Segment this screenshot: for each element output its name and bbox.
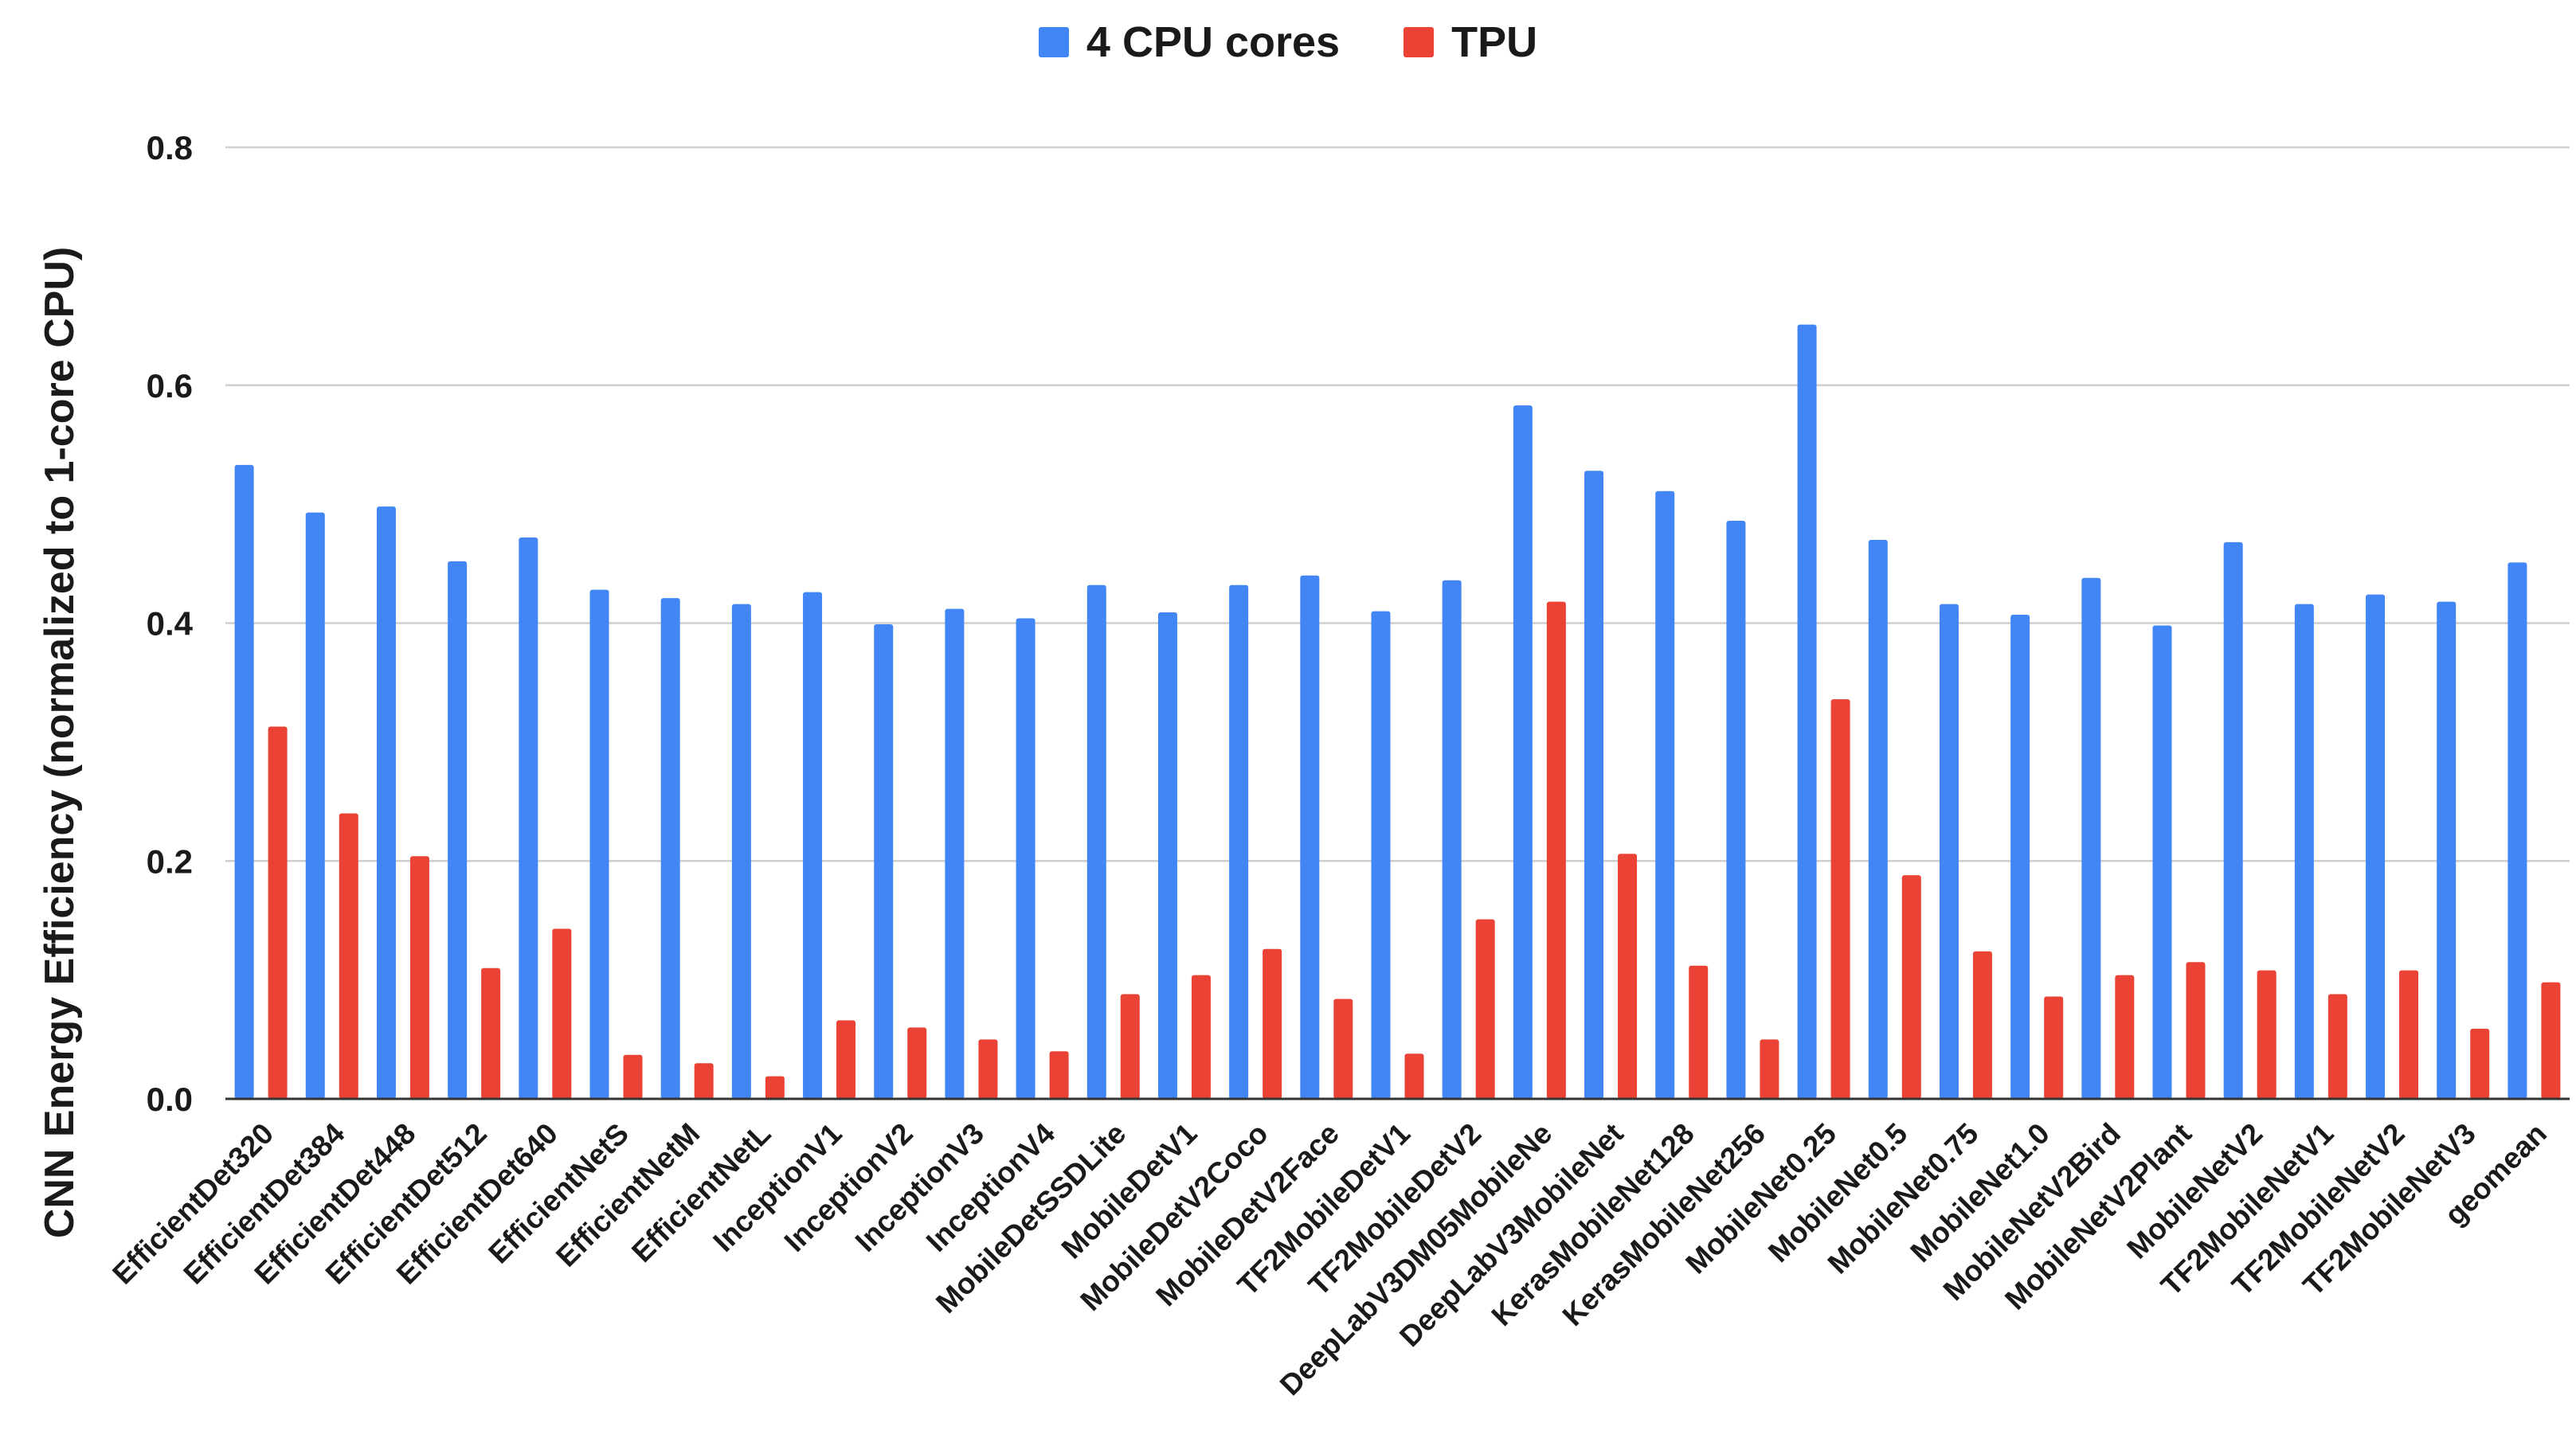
bar-tpu-20 bbox=[1689, 965, 1709, 1099]
bar-cpu-10 bbox=[945, 608, 965, 1099]
bar-cpu-25 bbox=[2010, 615, 2030, 1099]
bar-cpu-7 bbox=[731, 604, 751, 1099]
bar-cpu-17 bbox=[1442, 580, 1462, 1099]
y-tick-label: 0.4 bbox=[147, 605, 194, 643]
bar-tpu-29 bbox=[2327, 994, 2347, 1099]
bar-tpu-12 bbox=[1120, 994, 1140, 1099]
bar-tpu-21 bbox=[1760, 1039, 1779, 1099]
bar-cpu-8 bbox=[803, 592, 823, 1099]
y-axis-label: CNN Energy Efficiency (normalized to 1-c… bbox=[37, 247, 83, 1238]
bar-tpu-1 bbox=[339, 813, 358, 1099]
y-tick-labels: 0.0 0.2 0.4 0.6 0.8 bbox=[147, 129, 194, 1118]
bar-cpu-2 bbox=[376, 506, 396, 1099]
gridlines bbox=[225, 146, 2570, 862]
bar-cpu-1 bbox=[305, 512, 325, 1099]
legend-item-tpu[interactable]: TPU bbox=[1403, 18, 1537, 67]
x-tick-labels: EfficientDet320EfficientDet384EfficientD… bbox=[106, 1116, 2553, 1401]
bar-tpu-26 bbox=[2115, 975, 2135, 1099]
bar-cpu-13 bbox=[1157, 612, 1177, 1099]
bar-cpu-28 bbox=[2223, 541, 2243, 1099]
bar-tpu-31 bbox=[2470, 1028, 2490, 1099]
bar-tpu-17 bbox=[1475, 919, 1495, 1099]
bar-tpu-14 bbox=[1263, 948, 1282, 1099]
y-tick-label: 0.2 bbox=[147, 842, 193, 880]
legend: 4 CPU cores TPU bbox=[0, 14, 2576, 70]
bar-tpu-23 bbox=[1901, 875, 1921, 1099]
bar-tpu-25 bbox=[2044, 996, 2064, 1099]
bar-cpu-16 bbox=[1371, 611, 1391, 1099]
bar-tpu-5 bbox=[623, 1054, 643, 1099]
bar-cpu-12 bbox=[1086, 584, 1106, 1099]
bar-cpu-30 bbox=[2366, 594, 2386, 1099]
bar-cpu-11 bbox=[1016, 618, 1035, 1099]
bar-cpu-9 bbox=[874, 623, 894, 1099]
bar-cpu-6 bbox=[660, 598, 680, 1099]
bar-tpu-19 bbox=[1618, 854, 1638, 1099]
bar-tpu-27 bbox=[2186, 962, 2206, 1099]
y-tick-label: 0.6 bbox=[147, 367, 193, 405]
legend-swatch-tpu bbox=[1403, 27, 1435, 57]
bar-cpu-4 bbox=[519, 537, 538, 1099]
bar-tpu-30 bbox=[2399, 970, 2419, 1099]
bar-cpu-3 bbox=[448, 561, 468, 1099]
bar-tpu-7 bbox=[765, 1076, 785, 1099]
legend-label-cpu: 4 CPU cores bbox=[1086, 18, 1341, 66]
bar-tpu-24 bbox=[1972, 951, 1992, 1099]
bar-tpu-10 bbox=[978, 1039, 998, 1099]
bar-cpu-23 bbox=[1868, 539, 1888, 1099]
legend-label-tpu: TPU bbox=[1451, 18, 1538, 66]
bar-cpu-18 bbox=[1513, 405, 1533, 1099]
legend-item-cpu[interactable]: 4 CPU cores bbox=[1038, 18, 1341, 67]
bar-tpu-32 bbox=[2541, 982, 2561, 1099]
bar-cpu-19 bbox=[1584, 471, 1604, 1099]
bar-cpu-27 bbox=[2152, 625, 2172, 1099]
bar-tpu-11 bbox=[1049, 1051, 1069, 1099]
bar-tpu-13 bbox=[1191, 975, 1211, 1099]
bar-tpu-15 bbox=[1333, 999, 1353, 1099]
bar-cpu-0 bbox=[234, 464, 254, 1099]
bar-tpu-4 bbox=[552, 928, 572, 1099]
bar-cpu-20 bbox=[1655, 491, 1675, 1099]
bar-tpu-18 bbox=[1546, 601, 1566, 1099]
bar-tpu-16 bbox=[1404, 1053, 1424, 1099]
bar-cpu-32 bbox=[2507, 562, 2527, 1099]
bar-tpu-8 bbox=[836, 1020, 856, 1099]
bar-tpu-2 bbox=[409, 856, 429, 1099]
y-tick-label: 0.8 bbox=[147, 129, 193, 166]
bar-tpu-9 bbox=[907, 1027, 927, 1099]
bar-cpu-29 bbox=[2294, 604, 2314, 1099]
bar-cpu-24 bbox=[1939, 604, 1959, 1099]
bar-cpu-26 bbox=[2081, 577, 2101, 1099]
bar-tpu-22 bbox=[1830, 699, 1850, 1099]
bar-cpu-14 bbox=[1229, 584, 1249, 1099]
bar-cpu-22 bbox=[1797, 324, 1817, 1100]
bar-cpu-5 bbox=[589, 589, 609, 1099]
bar-tpu-3 bbox=[481, 967, 501, 1099]
bar-tpu-28 bbox=[2257, 970, 2277, 1099]
y-tick-label: 0.0 bbox=[147, 1081, 193, 1118]
bar-cpu-21 bbox=[1726, 521, 1746, 1099]
bar-tpu-6 bbox=[694, 1063, 714, 1099]
bars bbox=[234, 324, 2561, 1100]
bar-tpu-0 bbox=[268, 726, 288, 1099]
legend-swatch-cpu bbox=[1038, 27, 1069, 57]
bar-cpu-15 bbox=[1300, 575, 1320, 1099]
bar-cpu-31 bbox=[2437, 601, 2457, 1099]
